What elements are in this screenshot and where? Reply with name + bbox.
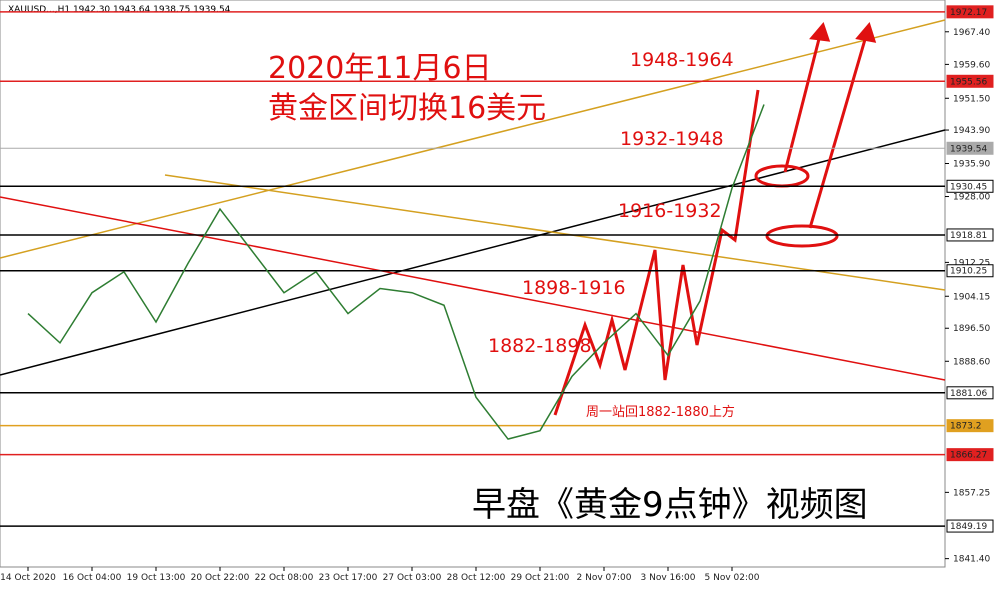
arrows — [553, 21, 877, 416]
x-tick-label: 3 Nov 16:00 — [641, 573, 696, 583]
level-label: 1939.54 — [950, 144, 987, 154]
annotation: 1898-1916 — [522, 277, 626, 299]
level-label: 1955.56 — [950, 77, 987, 87]
level-label: 1910.25 — [950, 267, 987, 277]
level-label: 1930.45 — [950, 182, 987, 192]
level-label-box — [946, 519, 994, 533]
y-tick-label: 1943.90 — [953, 126, 990, 136]
level-label-box — [946, 74, 994, 88]
annotation: 1882-1898 — [488, 335, 592, 357]
level-label-box — [946, 386, 994, 400]
y-tick-label: 1896.50 — [953, 324, 990, 334]
x-tick-label: 16 Oct 04:00 — [63, 573, 122, 583]
x-tick-label: 2 Nov 07:00 — [577, 573, 632, 583]
level-label-box — [946, 264, 994, 278]
level-label-box — [946, 179, 994, 193]
x-tick-label: 29 Oct 21:00 — [511, 573, 570, 583]
plot-frame — [0, 0, 946, 568]
x-tick-label: 22 Oct 08:00 — [255, 573, 314, 583]
watermark: 早盘《黄金9点钟》视频图 — [472, 485, 868, 525]
y-tick-label: 1888.60 — [953, 357, 990, 367]
level-label-box — [946, 141, 994, 155]
level-label-box — [946, 448, 994, 462]
annotation: 1948-1964 — [630, 49, 734, 71]
header: XAUUSD...,H1 1942.30 1943.64 1938.75 193… — [8, 5, 231, 15]
level-label-box — [946, 419, 994, 433]
y-tick-label: 1928.00 — [953, 193, 990, 203]
level-label: 1866.27 — [950, 451, 987, 461]
x-tick-label: 19 Oct 13:00 — [127, 573, 186, 583]
subtitle: 黄金区间切换16美元 — [268, 91, 546, 126]
level-label: 1849.19 — [950, 522, 987, 532]
annotation: 1916-1932 — [618, 200, 722, 222]
annotation: 1932-1948 — [620, 128, 724, 150]
y-tick-label: 1935.90 — [953, 159, 990, 169]
x-tick-label: 20 Oct 22:00 — [191, 573, 250, 583]
y-tick-label: 1959.60 — [953, 60, 990, 70]
level-label: 1873.2 — [950, 422, 982, 432]
x-tick-label: 27 Oct 03:00 — [383, 573, 442, 583]
level-label: 1972.17 — [950, 8, 987, 18]
y-tick-label: 1841.40 — [953, 555, 990, 565]
y-tick-label: 1857.25 — [953, 488, 990, 498]
title: 2020年11月6日 — [268, 51, 492, 86]
y-tick-label: 1904.15 — [953, 292, 990, 302]
x-tick-label: 5 Nov 02:00 — [705, 573, 760, 583]
annotation: 周一站回1882-1880上方 — [586, 404, 735, 420]
x-tick-label: 28 Oct 12:00 — [447, 573, 506, 583]
x-tick-label: 14 Oct 2020 — [0, 573, 56, 583]
x-tick-label: 23 Oct 17:00 — [319, 573, 378, 583]
y-tick-label: 1951.50 — [953, 94, 990, 104]
level-label: 1918.81 — [950, 231, 987, 241]
level-label: 1881.06 — [950, 389, 987, 399]
y-tick-label: 1967.40 — [953, 28, 990, 38]
price-line — [27, 104, 765, 440]
y-tick-label: 1912.25 — [953, 258, 990, 268]
level-label-box — [946, 5, 994, 19]
level-label-box — [946, 228, 994, 242]
